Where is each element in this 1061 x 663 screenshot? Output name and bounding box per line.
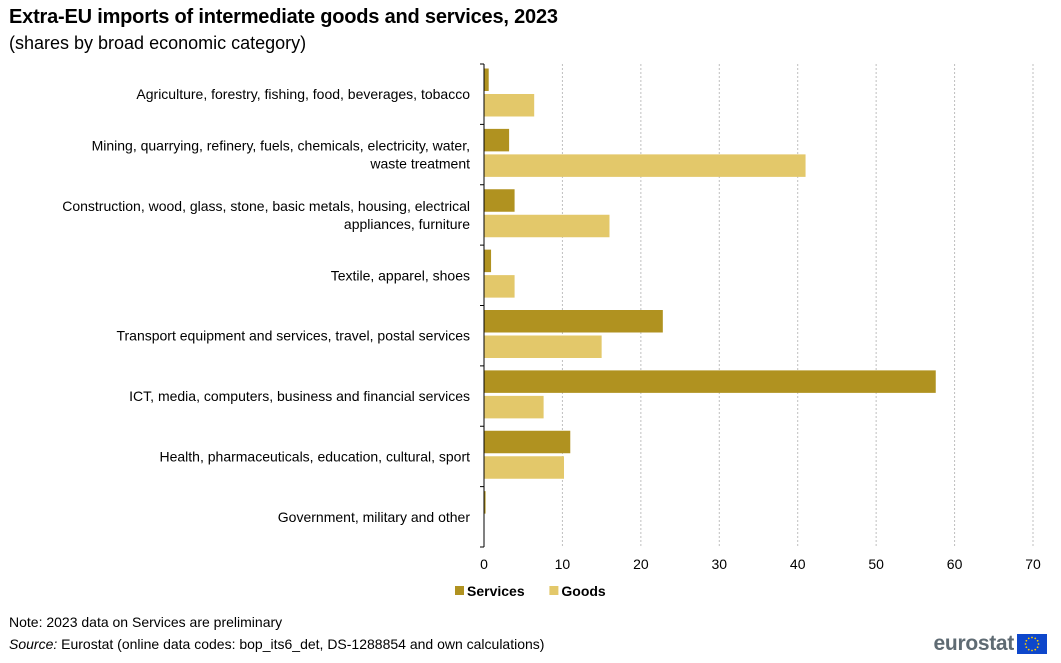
services-legend-swatch — [455, 586, 464, 595]
flag-star — [1034, 637, 1037, 640]
category-label: Construction, wood, glass, stone, basic … — [62, 198, 470, 214]
category-label: waste treatment — [369, 156, 470, 172]
flag-star — [1037, 643, 1040, 645]
flag-star — [1025, 646, 1028, 649]
flag-star — [1027, 637, 1030, 640]
services-bar — [484, 430, 571, 454]
chart-source: Source: Eurostat (online data codes: bop… — [9, 636, 544, 652]
goods-legend-swatch — [549, 586, 559, 595]
category-label: Mining, quarrying, refinery, fuels, chem… — [92, 138, 470, 154]
goods-bar — [484, 395, 544, 419]
x-tick-label: 50 — [868, 556, 884, 572]
flag-star — [1031, 636, 1033, 639]
services-bar — [484, 310, 663, 333]
x-tick-label: 10 — [555, 556, 571, 572]
services-bar — [484, 68, 489, 91]
eu-flag-icon — [1017, 634, 1047, 654]
flag-star — [1025, 639, 1028, 642]
x-tick-label: 30 — [711, 556, 727, 572]
eurostat-logo: eurostat — [934, 632, 1047, 656]
x-tick-label: 40 — [790, 556, 806, 572]
flag-star — [1036, 639, 1039, 642]
x-tick-label: 70 — [1025, 556, 1041, 572]
goods-bar — [484, 456, 564, 479]
legend-label: Goods — [561, 583, 606, 599]
chart-title: Extra-EU imports of intermediate goods a… — [9, 6, 558, 28]
services-bar — [484, 189, 515, 212]
chart-subtitle: (shares by broad economic category) — [9, 33, 307, 53]
goods-bar — [484, 214, 610, 238]
category-label: Transport equipment and services, travel… — [116, 328, 470, 344]
goods-bar — [484, 94, 535, 117]
flag-star — [1031, 649, 1033, 652]
services-bar — [484, 128, 510, 152]
category-label: Health, pharmaceuticals, education, cult… — [160, 448, 471, 464]
legend-label: Services — [467, 583, 525, 599]
x-tick-label: 0 — [480, 556, 488, 572]
flag-star — [1027, 648, 1030, 651]
goods-bar — [484, 335, 602, 358]
chart-note: Note: 2023 data on Services are prelimin… — [9, 614, 283, 630]
category-label: Agriculture, forestry, fishing, food, be… — [136, 86, 470, 102]
services-bar — [484, 491, 486, 514]
x-tick-label: 20 — [633, 556, 649, 572]
goods-bar — [484, 154, 806, 177]
logo-text: eurostat — [933, 632, 1015, 655]
category-label: ICT, media, computers, business and fina… — [129, 388, 470, 404]
category-label: appliances, furniture — [344, 216, 470, 232]
source-label: Source: — [9, 636, 58, 652]
flag-star — [1024, 643, 1027, 645]
flag-star — [1036, 646, 1039, 649]
source-text: Eurostat (online data codes: bop_its6_de… — [57, 636, 545, 652]
category-label: Textile, apparel, shoes — [331, 267, 470, 283]
services-bar — [484, 370, 936, 393]
x-tick-label: 60 — [947, 556, 963, 572]
flag-star — [1034, 648, 1037, 651]
goods-bar — [484, 275, 515, 298]
category-label: Government, military and other — [278, 509, 471, 525]
services-bar — [484, 249, 492, 273]
